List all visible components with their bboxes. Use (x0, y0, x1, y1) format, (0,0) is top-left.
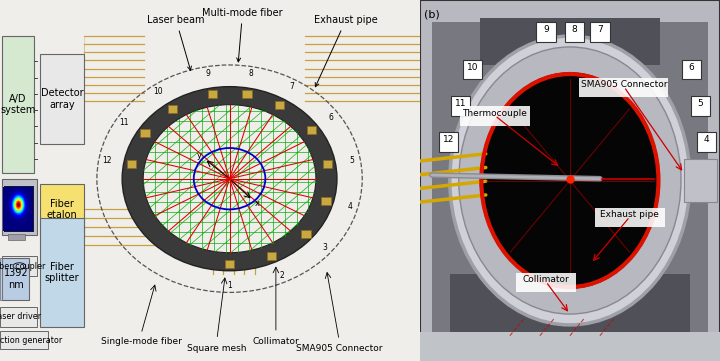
Text: Single-mode fiber: Single-mode fiber (101, 337, 181, 345)
Text: x: x (254, 200, 259, 208)
FancyBboxPatch shape (2, 256, 37, 276)
Text: 6: 6 (688, 63, 694, 72)
Text: laser driver: laser driver (0, 312, 42, 321)
Text: 7: 7 (597, 25, 603, 34)
FancyBboxPatch shape (242, 91, 251, 99)
FancyBboxPatch shape (450, 274, 690, 339)
FancyBboxPatch shape (2, 258, 30, 300)
Text: 12: 12 (102, 156, 112, 165)
Text: 8: 8 (572, 25, 577, 34)
FancyBboxPatch shape (697, 132, 716, 152)
Text: Exhaust pipe: Exhaust pipe (314, 16, 377, 87)
FancyBboxPatch shape (40, 184, 84, 235)
FancyBboxPatch shape (462, 60, 482, 79)
Text: 9: 9 (205, 69, 210, 78)
FancyBboxPatch shape (2, 36, 34, 173)
FancyBboxPatch shape (536, 22, 556, 42)
FancyBboxPatch shape (690, 96, 710, 116)
FancyBboxPatch shape (323, 160, 333, 168)
FancyBboxPatch shape (0, 331, 48, 349)
FancyBboxPatch shape (684, 159, 717, 202)
Circle shape (480, 72, 660, 289)
FancyBboxPatch shape (460, 106, 530, 126)
Text: A/D
system: A/D system (0, 94, 35, 116)
FancyBboxPatch shape (2, 179, 37, 235)
Text: 9: 9 (543, 25, 549, 34)
Text: 10: 10 (153, 87, 163, 96)
FancyBboxPatch shape (595, 208, 665, 227)
Text: 4: 4 (347, 202, 352, 211)
FancyBboxPatch shape (516, 273, 576, 292)
FancyBboxPatch shape (432, 22, 708, 339)
FancyBboxPatch shape (127, 160, 136, 168)
FancyBboxPatch shape (207, 91, 217, 99)
FancyBboxPatch shape (40, 218, 84, 327)
FancyBboxPatch shape (438, 132, 458, 152)
Text: 6: 6 (329, 113, 334, 122)
FancyBboxPatch shape (564, 22, 584, 42)
Text: y: y (197, 151, 202, 160)
FancyBboxPatch shape (0, 307, 37, 327)
Text: 8: 8 (248, 69, 253, 78)
Text: Square mesh: Square mesh (187, 344, 247, 353)
FancyBboxPatch shape (590, 22, 610, 42)
FancyBboxPatch shape (480, 18, 660, 65)
Circle shape (122, 87, 337, 271)
FancyBboxPatch shape (267, 252, 276, 260)
Text: Multi-mode fiber: Multi-mode fiber (202, 8, 283, 62)
Text: 1392
nm: 1392 nm (4, 268, 28, 290)
Text: 12: 12 (443, 135, 454, 144)
FancyBboxPatch shape (4, 186, 34, 232)
Text: 4: 4 (703, 135, 709, 144)
Text: Collimator: Collimator (253, 337, 300, 345)
Text: 1: 1 (228, 281, 232, 290)
Text: 10: 10 (467, 63, 478, 72)
Text: 7: 7 (289, 82, 294, 91)
FancyBboxPatch shape (307, 126, 316, 134)
Circle shape (143, 105, 316, 253)
FancyBboxPatch shape (682, 60, 701, 79)
Text: 11: 11 (454, 99, 466, 108)
Circle shape (450, 36, 690, 325)
FancyBboxPatch shape (420, 0, 720, 361)
FancyBboxPatch shape (40, 54, 84, 144)
Text: SMA905 Connector: SMA905 Connector (296, 344, 382, 353)
Text: 11: 11 (120, 118, 129, 127)
Text: 2: 2 (279, 271, 284, 280)
Text: Exhaust pipe: Exhaust pipe (600, 210, 660, 219)
FancyBboxPatch shape (9, 234, 25, 240)
Text: Fiber
etalon: Fiber etalon (47, 199, 78, 220)
Text: (b): (b) (424, 9, 440, 19)
Text: Detector
array: Detector array (41, 88, 84, 110)
Circle shape (459, 47, 681, 314)
Text: Thermocouple: Thermocouple (462, 109, 527, 118)
Text: Fiber
splitter: Fiber splitter (45, 262, 79, 283)
Text: Laser beam: Laser beam (148, 16, 205, 70)
FancyBboxPatch shape (451, 96, 470, 116)
FancyBboxPatch shape (275, 101, 284, 109)
Text: 5: 5 (349, 156, 354, 165)
Text: Collimator: Collimator (523, 275, 570, 284)
FancyBboxPatch shape (140, 129, 150, 137)
Text: function generator: function generator (0, 336, 62, 344)
FancyBboxPatch shape (302, 230, 310, 238)
Text: fiber coupler: fiber coupler (0, 262, 45, 271)
Text: 3: 3 (323, 243, 327, 252)
Text: SMA905 Connector: SMA905 Connector (580, 81, 667, 89)
Text: 5: 5 (698, 99, 703, 108)
FancyBboxPatch shape (225, 260, 234, 268)
FancyBboxPatch shape (420, 332, 720, 361)
FancyBboxPatch shape (168, 105, 177, 113)
FancyBboxPatch shape (321, 197, 330, 205)
FancyBboxPatch shape (0, 258, 1, 300)
FancyBboxPatch shape (580, 78, 668, 97)
